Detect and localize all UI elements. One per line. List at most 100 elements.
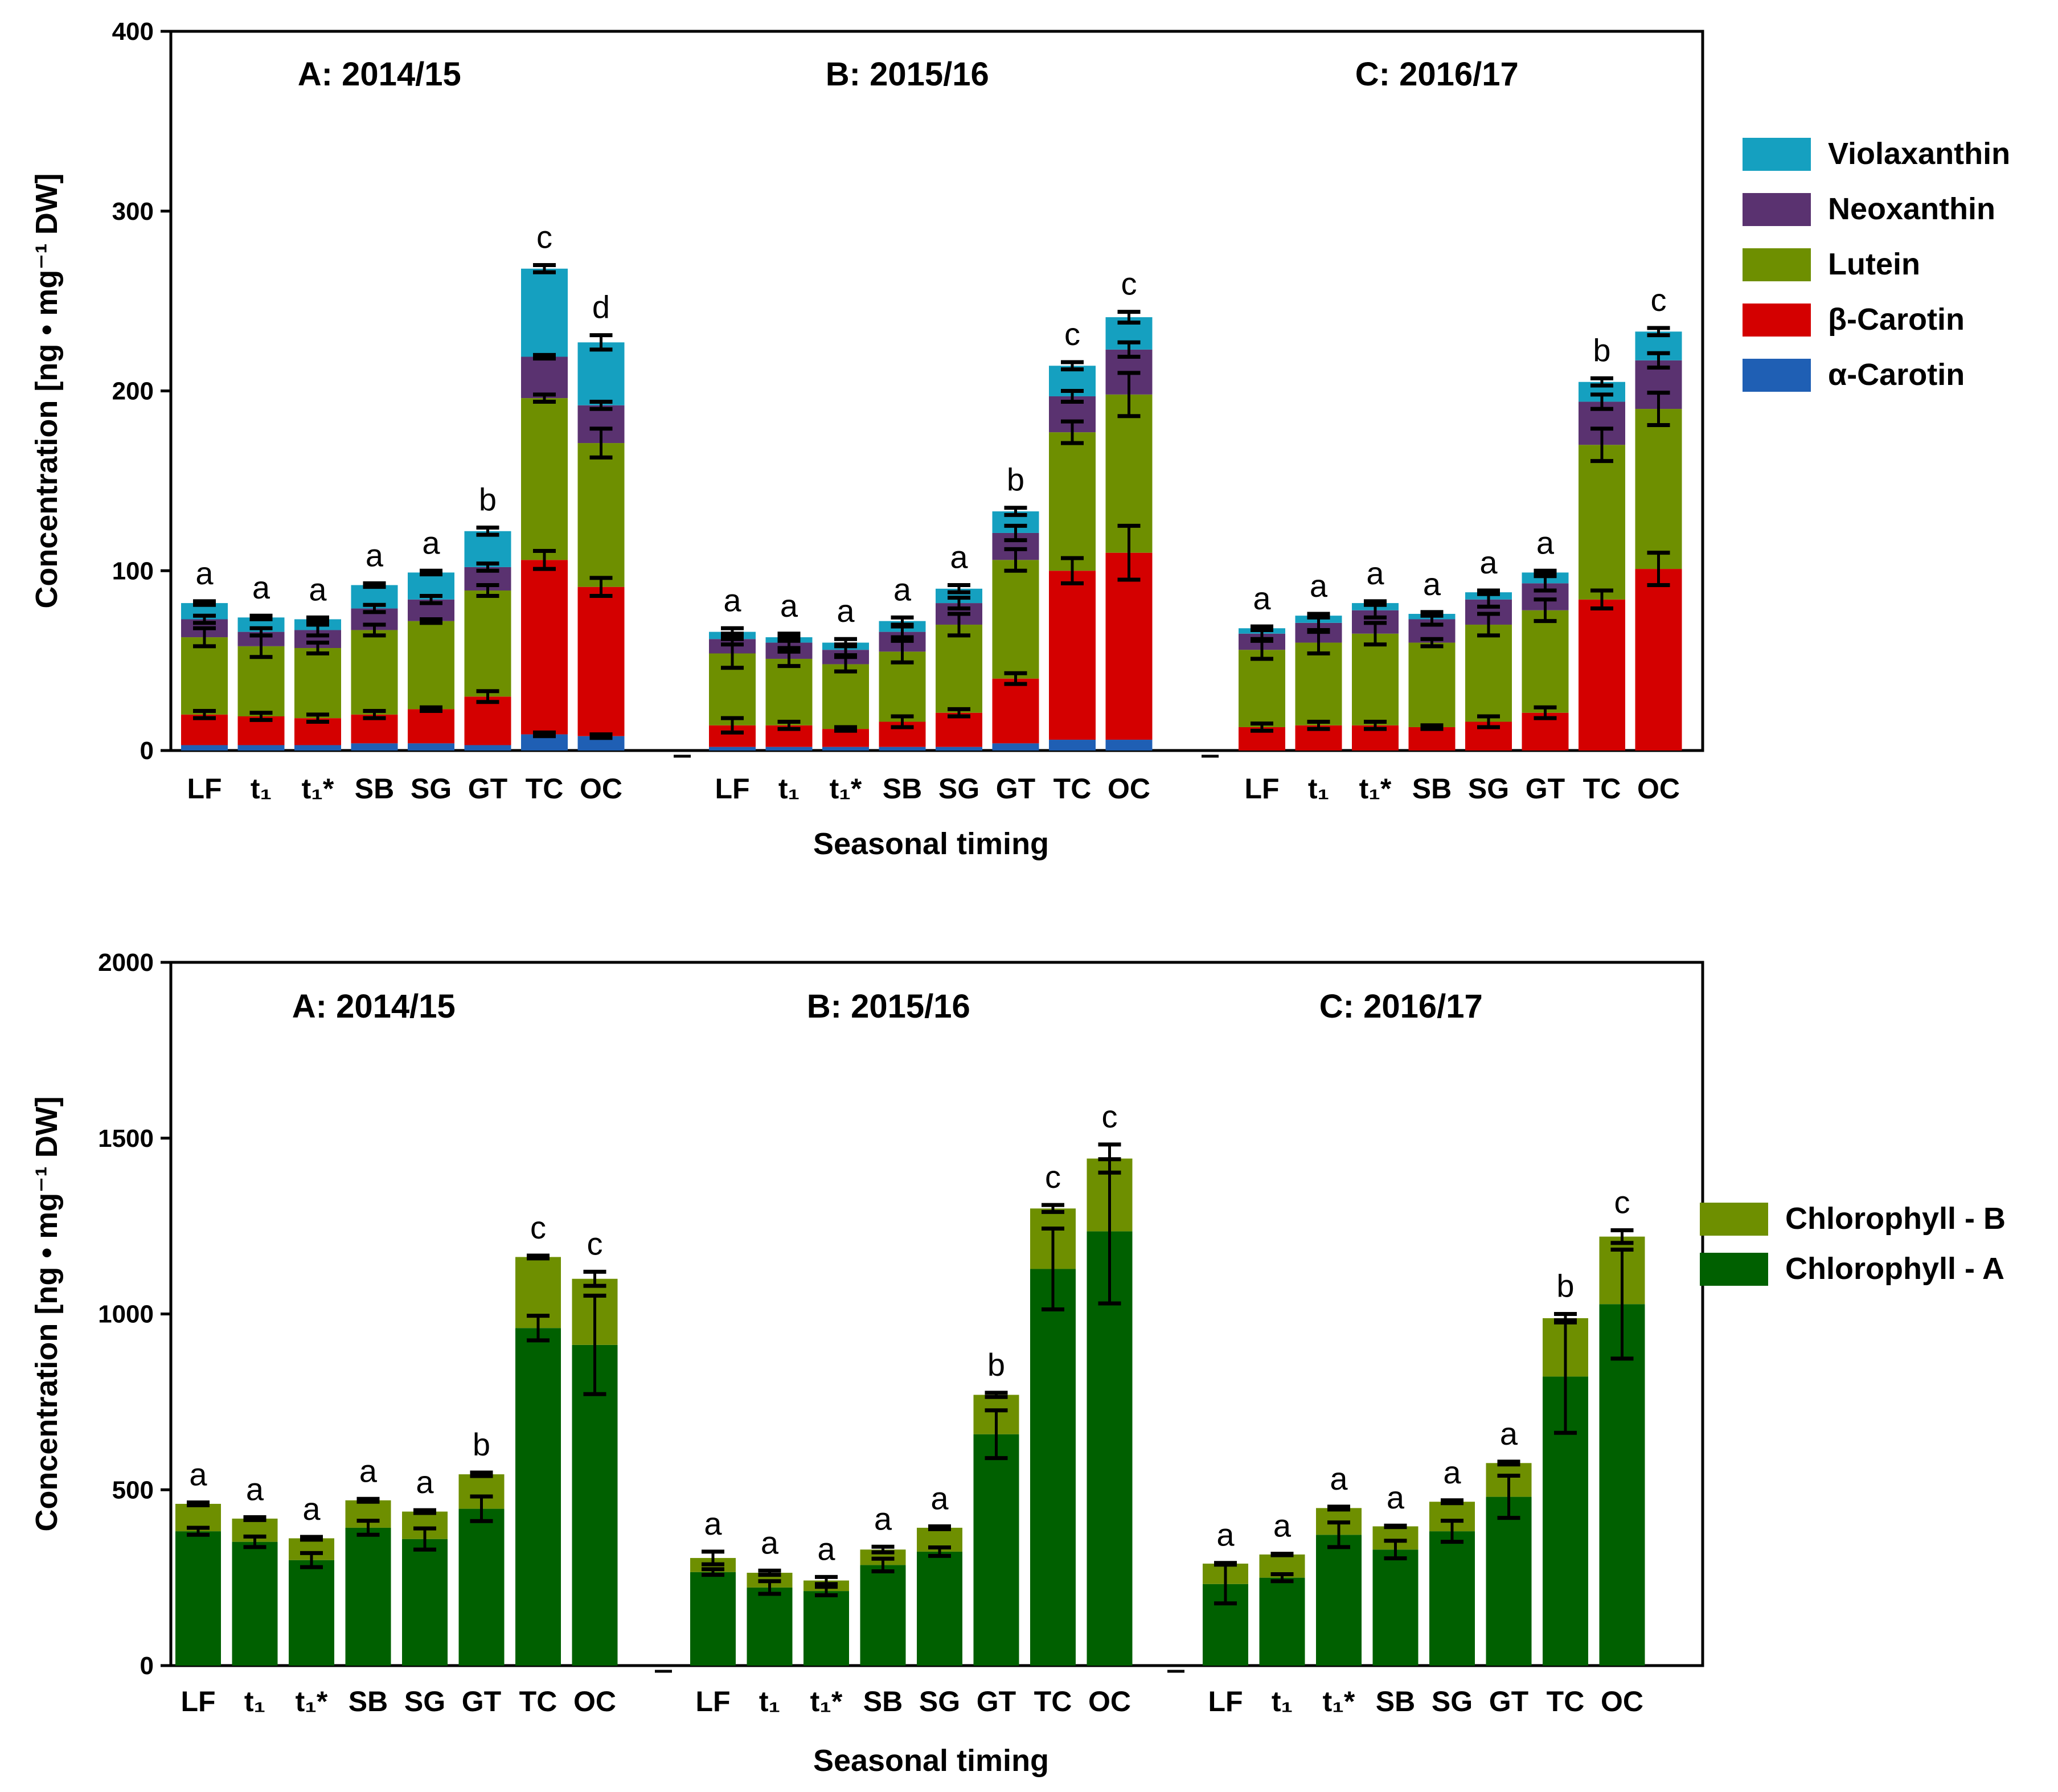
significance-letter: a [195,555,214,591]
significance-letter: b [1593,332,1610,368]
bar-segment-carotin [351,743,398,751]
significance-letter: a [309,571,327,607]
significance-letter: a [1273,1508,1292,1544]
x-tick-label: SG [919,1686,960,1717]
bar-segment-carotin [181,745,228,751]
y-tick-label: 100 [112,557,154,585]
bar-segment-lutein [521,398,568,560]
legend-swatch [1743,248,1811,281]
significance-letter: a [1253,580,1271,616]
y-tick-label: 1000 [98,1301,154,1328]
bar-segment-chlorophylla [345,1527,391,1666]
bar-segment-carotin [936,712,982,747]
panel-title: A: 2014/15 [298,56,461,93]
significance-letter: a [416,1464,434,1500]
significance-letter: b [1007,462,1024,498]
x-tick-label: t₁ [1308,773,1329,805]
bar-segment-chlorophylla [1259,1577,1305,1666]
x-tick-label: SB [883,773,922,805]
bar-segment-lutein [1522,610,1569,713]
y-tick-label: 500 [112,1476,154,1504]
significance-letter: c [1064,316,1080,352]
x-tick-label: SB [1412,773,1452,805]
bar-segment-chlorophylla [1486,1496,1532,1666]
significance-letter: a [1310,568,1328,604]
significance-letter: a [359,1453,378,1488]
bar-segment-carotin [1579,599,1625,751]
significance-letter: a [302,1491,321,1527]
bar-segment-chlorophylla [747,1587,793,1666]
significance-letter: a [817,1531,835,1567]
x-tick-label: SG [404,1686,445,1717]
bar-segment-carotin [936,747,982,751]
bar-segment-lutein [992,560,1039,679]
x-tick-label: GT [996,773,1035,805]
significance-letter: a [893,571,912,607]
bar-segment-lutein [1465,624,1512,722]
bar-segment-carotin [577,587,625,736]
bar-segment-lutein [351,630,398,715]
legend-swatch [1700,1203,1768,1236]
bar-segment-chlorophylla [973,1434,1019,1666]
bar-segment-lutein [464,590,511,697]
x-tick-label: OC [1088,1686,1131,1717]
x-tick-label: TC [1547,1686,1585,1717]
bar-segment-lutein [1579,445,1625,600]
x-tick-label: t₁ [244,1686,265,1717]
x-tick-label: t₁* [296,1686,328,1717]
bar-segment-chlorophylla [175,1531,221,1666]
x-tick-label: OC [580,773,622,805]
x-tick-label: t₁ [1272,1686,1293,1717]
significance-letter: a [704,1506,722,1541]
bar-segment-carotin [294,745,341,751]
x-tick-label: t₁ [759,1686,780,1717]
significance-letter: c [587,1225,603,1261]
significance-letter: c [536,219,552,255]
x-tick-label: TC [526,773,564,805]
bar-segment-carotin [822,747,869,751]
bar-segment-chlorophylla [289,1560,334,1666]
bar-segment-carotin [709,747,756,751]
legend-label: Lutein [1828,247,1920,281]
x-tick-label: LF [187,773,222,805]
x-tick-label: t₁* [1359,773,1392,805]
significance-letter: c [1651,282,1667,318]
x-tick-label: t₁ [251,773,272,805]
x-tick-label: TC [1053,773,1092,805]
y-tick-label: 300 [112,198,154,225]
panel-title: B: 2015/16 [826,56,989,93]
legend-swatch [1743,359,1811,392]
significance-letter: c [1614,1184,1630,1220]
significance-letter: a [1500,1416,1518,1451]
bar-segment-carotin [1049,740,1096,751]
significance-letter: a [780,588,798,624]
bar-segment-violaxanthin [521,268,568,357]
bar-segment-lutein [765,658,813,725]
y-tick-label: 200 [112,378,154,405]
significance-letter: c [1045,1159,1061,1195]
bar-segment-chlorophylla [860,1565,906,1666]
bar-segment-carotin [1105,740,1153,751]
legend-swatch [1743,304,1811,337]
significance-letter: a [723,582,741,618]
significance-letter: a [761,1524,779,1560]
bar-segment-carotin [408,743,454,751]
bar-segment-carotin [765,747,813,751]
bar-segment-lutein [1239,650,1285,727]
bar-segment-lutein [1408,642,1456,727]
bar-segment-chlorophylla [402,1539,448,1666]
bar-segment-chlorophylla [690,1572,736,1666]
x-axis-title: Seasonal timing [813,1744,1049,1778]
x-tick-label: t₁* [302,773,334,805]
legend-swatch [1743,193,1811,226]
bar-segment-neoxanthin [521,356,568,399]
significance-letter: a [366,537,384,573]
legend-label: Chlorophyll - B [1785,1201,2006,1236]
x-axis-title: Seasonal timing [813,827,1049,861]
significance-letter: c [1102,1098,1118,1134]
bar-segment-chlorophylla [515,1328,561,1666]
significance-letter: b [479,481,497,517]
bar-segment-lutein [577,443,625,587]
bar-segment-lutein [181,637,228,715]
x-tick-label: OC [1601,1686,1643,1717]
